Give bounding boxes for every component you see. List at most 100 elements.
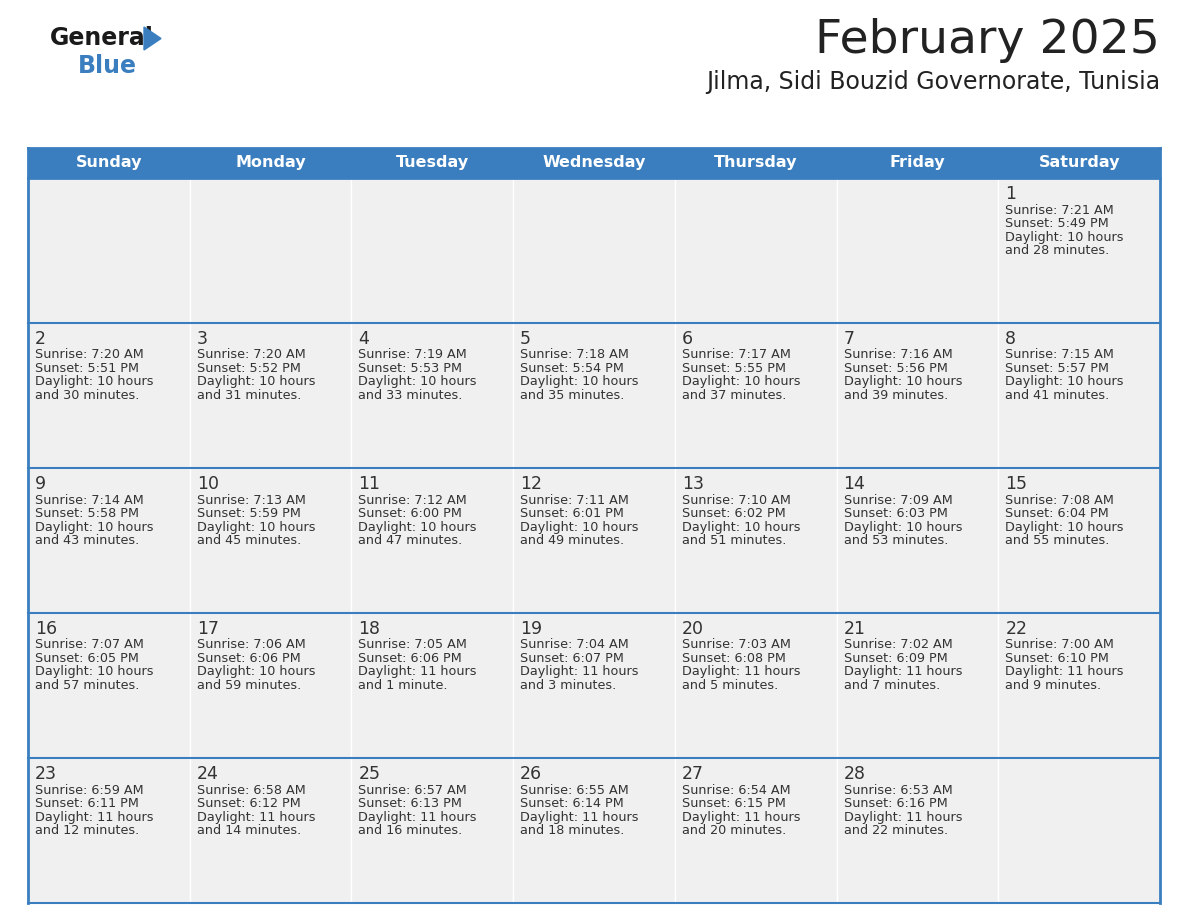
Text: and 53 minutes.: and 53 minutes. — [843, 534, 948, 547]
Text: and 12 minutes.: and 12 minutes. — [34, 824, 139, 837]
Bar — [190, 323, 352, 468]
Text: 28: 28 — [843, 765, 866, 783]
Text: Daylight: 11 hours: Daylight: 11 hours — [843, 811, 962, 823]
Text: February 2025: February 2025 — [815, 18, 1159, 63]
Text: 16: 16 — [34, 620, 57, 638]
Text: Sunrise: 7:14 AM: Sunrise: 7:14 AM — [34, 494, 144, 507]
Bar — [675, 323, 836, 468]
Text: 25: 25 — [359, 765, 380, 783]
Text: Daylight: 11 hours: Daylight: 11 hours — [520, 666, 639, 678]
Text: Sunset: 6:13 PM: Sunset: 6:13 PM — [359, 797, 462, 810]
Text: 14: 14 — [843, 475, 865, 493]
Text: Sunrise: 7:21 AM: Sunrise: 7:21 AM — [1005, 204, 1114, 217]
Text: 5: 5 — [520, 330, 531, 348]
Bar — [998, 468, 1159, 613]
Text: and 55 minutes.: and 55 minutes. — [1005, 534, 1110, 547]
Text: Sunset: 5:52 PM: Sunset: 5:52 PM — [197, 362, 301, 375]
Text: Daylight: 10 hours: Daylight: 10 hours — [1005, 375, 1124, 388]
Text: 18: 18 — [359, 620, 380, 638]
Text: and 9 minutes.: and 9 minutes. — [1005, 679, 1101, 692]
Text: Monday: Monday — [235, 155, 305, 171]
Text: Sunrise: 7:20 AM: Sunrise: 7:20 AM — [34, 349, 144, 362]
Bar — [513, 178, 675, 323]
Text: Sunrise: 7:15 AM: Sunrise: 7:15 AM — [1005, 349, 1114, 362]
Bar — [998, 613, 1159, 758]
Text: Daylight: 11 hours: Daylight: 11 hours — [520, 811, 639, 823]
Text: Daylight: 10 hours: Daylight: 10 hours — [197, 666, 315, 678]
Text: Saturday: Saturday — [1038, 155, 1120, 171]
Text: and 7 minutes.: and 7 minutes. — [843, 679, 940, 692]
Text: Daylight: 10 hours: Daylight: 10 hours — [1005, 230, 1124, 243]
Bar — [352, 468, 513, 613]
Text: Sunrise: 7:04 AM: Sunrise: 7:04 AM — [520, 639, 628, 652]
Text: Daylight: 11 hours: Daylight: 11 hours — [359, 666, 476, 678]
Bar — [190, 758, 352, 903]
Text: and 33 minutes.: and 33 minutes. — [359, 389, 463, 402]
Text: Sunrise: 7:07 AM: Sunrise: 7:07 AM — [34, 639, 144, 652]
Text: Daylight: 10 hours: Daylight: 10 hours — [843, 521, 962, 533]
Text: Sunrise: 7:12 AM: Sunrise: 7:12 AM — [359, 494, 467, 507]
Text: Sunset: 6:12 PM: Sunset: 6:12 PM — [197, 797, 301, 810]
Text: 15: 15 — [1005, 475, 1028, 493]
Text: and 45 minutes.: and 45 minutes. — [197, 534, 301, 547]
Bar — [352, 758, 513, 903]
Text: General: General — [50, 26, 154, 50]
Text: Daylight: 10 hours: Daylight: 10 hours — [34, 521, 153, 533]
Bar — [836, 758, 998, 903]
Text: and 28 minutes.: and 28 minutes. — [1005, 244, 1110, 257]
Text: Sunrise: 7:17 AM: Sunrise: 7:17 AM — [682, 349, 791, 362]
Text: Sunrise: 7:03 AM: Sunrise: 7:03 AM — [682, 639, 791, 652]
Text: Daylight: 10 hours: Daylight: 10 hours — [197, 521, 315, 533]
Text: Sunrise: 6:53 AM: Sunrise: 6:53 AM — [843, 783, 953, 797]
Text: Blue: Blue — [78, 54, 137, 78]
Bar — [836, 178, 998, 323]
Text: 6: 6 — [682, 330, 693, 348]
Text: Daylight: 11 hours: Daylight: 11 hours — [843, 666, 962, 678]
Text: and 31 minutes.: and 31 minutes. — [197, 389, 301, 402]
Bar — [998, 323, 1159, 468]
Bar — [190, 178, 352, 323]
Text: Wednesday: Wednesday — [542, 155, 646, 171]
Text: 12: 12 — [520, 475, 542, 493]
Text: and 47 minutes.: and 47 minutes. — [359, 534, 462, 547]
Text: and 14 minutes.: and 14 minutes. — [197, 824, 301, 837]
Text: and 18 minutes.: and 18 minutes. — [520, 824, 625, 837]
Text: Sunrise: 7:20 AM: Sunrise: 7:20 AM — [197, 349, 305, 362]
Text: Sunrise: 6:59 AM: Sunrise: 6:59 AM — [34, 783, 144, 797]
Text: 4: 4 — [359, 330, 369, 348]
Text: Sunrise: 6:55 AM: Sunrise: 6:55 AM — [520, 783, 628, 797]
Text: Daylight: 11 hours: Daylight: 11 hours — [1005, 666, 1124, 678]
Text: and 37 minutes.: and 37 minutes. — [682, 389, 786, 402]
Text: Daylight: 10 hours: Daylight: 10 hours — [520, 375, 639, 388]
Text: Daylight: 10 hours: Daylight: 10 hours — [359, 375, 476, 388]
Text: 2: 2 — [34, 330, 46, 348]
Text: 9: 9 — [34, 475, 46, 493]
Bar — [352, 178, 513, 323]
Text: 26: 26 — [520, 765, 542, 783]
Bar — [836, 468, 998, 613]
Bar — [513, 468, 675, 613]
Text: 3: 3 — [197, 330, 208, 348]
Text: Sunset: 5:58 PM: Sunset: 5:58 PM — [34, 507, 139, 520]
Text: Sunrise: 7:06 AM: Sunrise: 7:06 AM — [197, 639, 305, 652]
Text: Sunset: 5:59 PM: Sunset: 5:59 PM — [197, 507, 301, 520]
Text: and 49 minutes.: and 49 minutes. — [520, 534, 624, 547]
Bar — [352, 323, 513, 468]
Text: Sunrise: 7:11 AM: Sunrise: 7:11 AM — [520, 494, 628, 507]
Text: Jilma, Sidi Bouzid Governorate, Tunisia: Jilma, Sidi Bouzid Governorate, Tunisia — [706, 70, 1159, 94]
Text: Sunrise: 7:16 AM: Sunrise: 7:16 AM — [843, 349, 953, 362]
Text: Sunset: 6:10 PM: Sunset: 6:10 PM — [1005, 652, 1110, 665]
Text: Daylight: 10 hours: Daylight: 10 hours — [359, 521, 476, 533]
Bar — [836, 323, 998, 468]
Text: Sunrise: 7:09 AM: Sunrise: 7:09 AM — [843, 494, 953, 507]
Bar — [675, 758, 836, 903]
Text: and 35 minutes.: and 35 minutes. — [520, 389, 625, 402]
Bar — [29, 613, 190, 758]
Bar — [29, 323, 190, 468]
Text: Sunset: 5:55 PM: Sunset: 5:55 PM — [682, 362, 785, 375]
Text: Daylight: 11 hours: Daylight: 11 hours — [359, 811, 476, 823]
Bar — [352, 613, 513, 758]
Text: Sunrise: 7:18 AM: Sunrise: 7:18 AM — [520, 349, 628, 362]
Text: Sunset: 6:06 PM: Sunset: 6:06 PM — [197, 652, 301, 665]
Bar — [29, 178, 190, 323]
